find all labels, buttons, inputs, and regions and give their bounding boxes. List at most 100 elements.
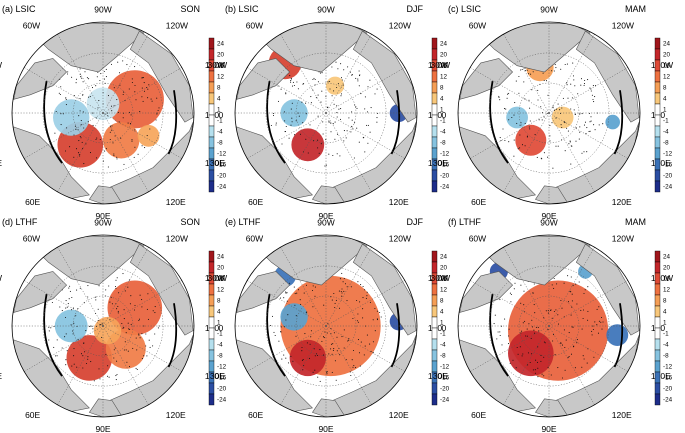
colorbar-tick-label: 16 [663, 276, 671, 283]
colorbar-swatch [654, 103, 661, 116]
map-boundary [234, 234, 418, 418]
anomaly-patch [606, 324, 629, 346]
graticule [458, 235, 640, 417]
colorbar-tick-label: 8 [440, 85, 444, 92]
colorbar-tick-label: 1 [217, 320, 221, 327]
colorbar-tick-label: 12 [217, 287, 225, 294]
anomaly-patch [93, 316, 122, 345]
colorbar-swatch [654, 70, 661, 83]
colorbar-swatch [431, 382, 438, 395]
colorbar-tick-label: 16 [663, 63, 671, 70]
colorbar: 24 20 16 12 8 4 1 -1 -4 -8 -12 -16 -20 -24 [431, 37, 450, 193]
colorbar-swatch [431, 114, 438, 127]
longitude-label: 60W [246, 21, 263, 31]
colorbar-tick-label: 4 [217, 96, 221, 103]
colorbar: 24 20 16 12 8 4 1 -1 -4 -8 -12 -16 -20 -24 [431, 250, 450, 406]
colorbar-swatch [208, 316, 215, 329]
graticule [12, 235, 194, 417]
longitude-label: 60E [248, 410, 263, 420]
longitude-label: 30W [208, 273, 225, 283]
colorbar-tick-label: -8 [217, 140, 223, 147]
graticule [235, 235, 417, 417]
colorbar-tick-label: 16 [217, 63, 225, 70]
colorbar-swatch [208, 48, 215, 61]
longitude-label: 120E [166, 197, 186, 207]
land-mass [88, 185, 122, 204]
colorbar-tick-label: -1 [663, 331, 669, 338]
colorbar-swatch [208, 283, 215, 296]
longitude-label: 150E [428, 371, 448, 381]
colorbar-tick-label: -20 [663, 386, 673, 393]
land-mass [129, 30, 194, 123]
colorbar-swatch [654, 393, 661, 406]
colorbar-swatch [431, 37, 438, 50]
longitude-label: 30W [431, 60, 448, 70]
season-label: MAM [625, 4, 646, 14]
colorbar-swatch [654, 136, 661, 149]
longitude-label: 120W [389, 21, 411, 31]
map-content [12, 235, 194, 417]
anomaly-patch [508, 330, 554, 377]
colorbar-tick-label: 1 [663, 320, 667, 327]
panel-title: (a) LSIC [2, 4, 36, 14]
colorbar-swatch [431, 305, 438, 318]
anomaly-patch [103, 122, 140, 159]
colorbar-tick-label: 1 [217, 107, 221, 114]
colorbar-tick-label: -12 [440, 364, 450, 371]
colorbar-tick-label: 16 [440, 276, 448, 283]
longitude-label: 150E [205, 371, 225, 381]
colorbar-tick-label: -4 [217, 129, 223, 136]
longitude-label: 60W [23, 234, 40, 244]
longitude-label: 150E [651, 371, 671, 381]
anomaly-patch [551, 106, 574, 129]
colorbar-swatch [431, 283, 438, 296]
longitude-label: 0 [441, 323, 446, 333]
colorbar-tick-label: -1 [440, 331, 446, 338]
colorbar-swatch [208, 180, 215, 193]
colorbar-swatch [431, 125, 438, 138]
anomaly-patch [506, 106, 528, 129]
longitude-label: 30E [433, 371, 448, 381]
longitude-label: 30E [433, 158, 448, 168]
colorbar-tick-label: -1 [663, 118, 669, 125]
colorbar-swatch [208, 37, 215, 50]
longitude-label: 150W [428, 273, 450, 283]
map-content [235, 22, 417, 204]
colorbar-tick-label: -12 [663, 151, 673, 158]
colorbar-tick-label: 24 [663, 254, 671, 261]
longitude-label: 30W [0, 273, 2, 283]
anomaly-patch [280, 303, 308, 331]
longitude-label: 120W [389, 234, 411, 244]
land-mass [13, 271, 68, 313]
colorbar-tick-label: -24 [440, 184, 450, 191]
colorbar-tick-label: -20 [663, 173, 673, 180]
colorbar-swatch [654, 349, 661, 362]
colorbar-tick-label: -8 [440, 353, 446, 360]
sea-ice-edge [43, 80, 178, 164]
longitude-label: 60W [23, 21, 40, 31]
longitude-label: 120E [389, 410, 409, 420]
panel-b: (b) LSICDJF90W60W120W30W150W018030E150E6… [208, 4, 451, 221]
colorbar-swatch [431, 136, 438, 149]
colorbar: 24 20 16 12 8 4 1 -1 -4 -8 -12 -16 -20 -24 [208, 250, 227, 406]
colorbar-swatch [208, 70, 215, 83]
colorbar-swatch [654, 180, 661, 193]
longitude-label: 30E [210, 158, 225, 168]
colorbar-tick-label: -20 [440, 173, 450, 180]
longitude-label: 60W [246, 234, 263, 244]
colorbar-tick-label: -12 [217, 364, 227, 371]
anomaly-patch [605, 114, 620, 130]
map-boundary [457, 234, 641, 418]
panel-a: (a) LSICSON90W60W120W30W150W018030E150E6… [0, 4, 227, 221]
season-label: DJF [407, 217, 424, 227]
longitude-label: 120W [166, 234, 188, 244]
panel-e: (e) LTHFDJF90W60W120W30W150W018030E150E6… [208, 217, 451, 433]
colorbar-swatch [654, 272, 661, 285]
colorbar-tick-label: -8 [217, 353, 223, 360]
longitude-label: 120W [612, 234, 634, 244]
colorbar-swatch [654, 48, 661, 61]
colorbar-swatch [431, 180, 438, 193]
colorbar-swatch [654, 283, 661, 296]
colorbar-swatch [431, 393, 438, 406]
sea-ice-edge [43, 293, 178, 377]
